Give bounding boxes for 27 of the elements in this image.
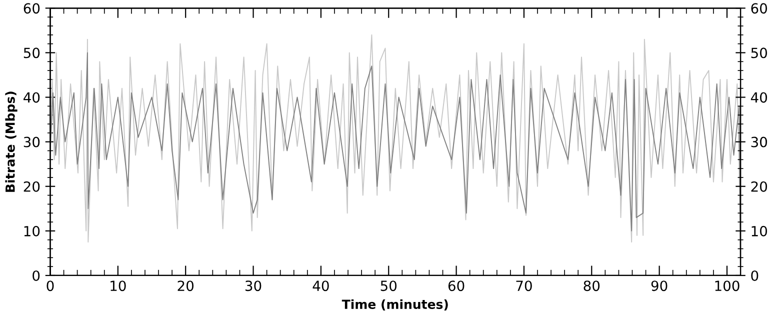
y2-tick-label: 40	[750, 92, 768, 103]
y-tick-label: 50	[24, 48, 40, 58]
x-tick-label: 70	[516, 280, 532, 292]
x-tick-label: 10	[110, 280, 126, 292]
x-tick-label: 100	[715, 280, 740, 292]
x-axis-title: Time (minutes)	[342, 299, 448, 310]
y-tick-label: 0	[32, 270, 40, 281]
y-axis-title: Bitrate (Mbps)	[5, 92, 18, 192]
y-tick-label: 30	[24, 136, 40, 148]
y-tick-label: 10	[24, 226, 40, 236]
x-tick-label: 80	[584, 280, 600, 292]
x-tick-label: 20	[178, 280, 194, 292]
x-tick-label: 0	[46, 280, 54, 292]
x-tick-label: 90	[651, 280, 668, 292]
x-tick-label: 40	[312, 280, 329, 292]
y-tick-label: 20	[24, 181, 40, 192]
y2-tick-label: 0	[751, 270, 758, 281]
x-tick-label: 50	[380, 280, 397, 292]
x-tick-label: 60	[448, 280, 464, 292]
y-tick-label: 60	[24, 3, 40, 14]
x-tick-label: 30	[245, 280, 262, 292]
y2-tick-label: 20	[751, 181, 768, 192]
y2-tick-label: 10	[752, 226, 768, 236]
y2-tick-label: 30	[751, 136, 768, 148]
y-tick-label: 40	[24, 92, 40, 103]
y2-tick-label: 60	[751, 3, 768, 14]
y2-tick-label: 50	[751, 48, 768, 58]
